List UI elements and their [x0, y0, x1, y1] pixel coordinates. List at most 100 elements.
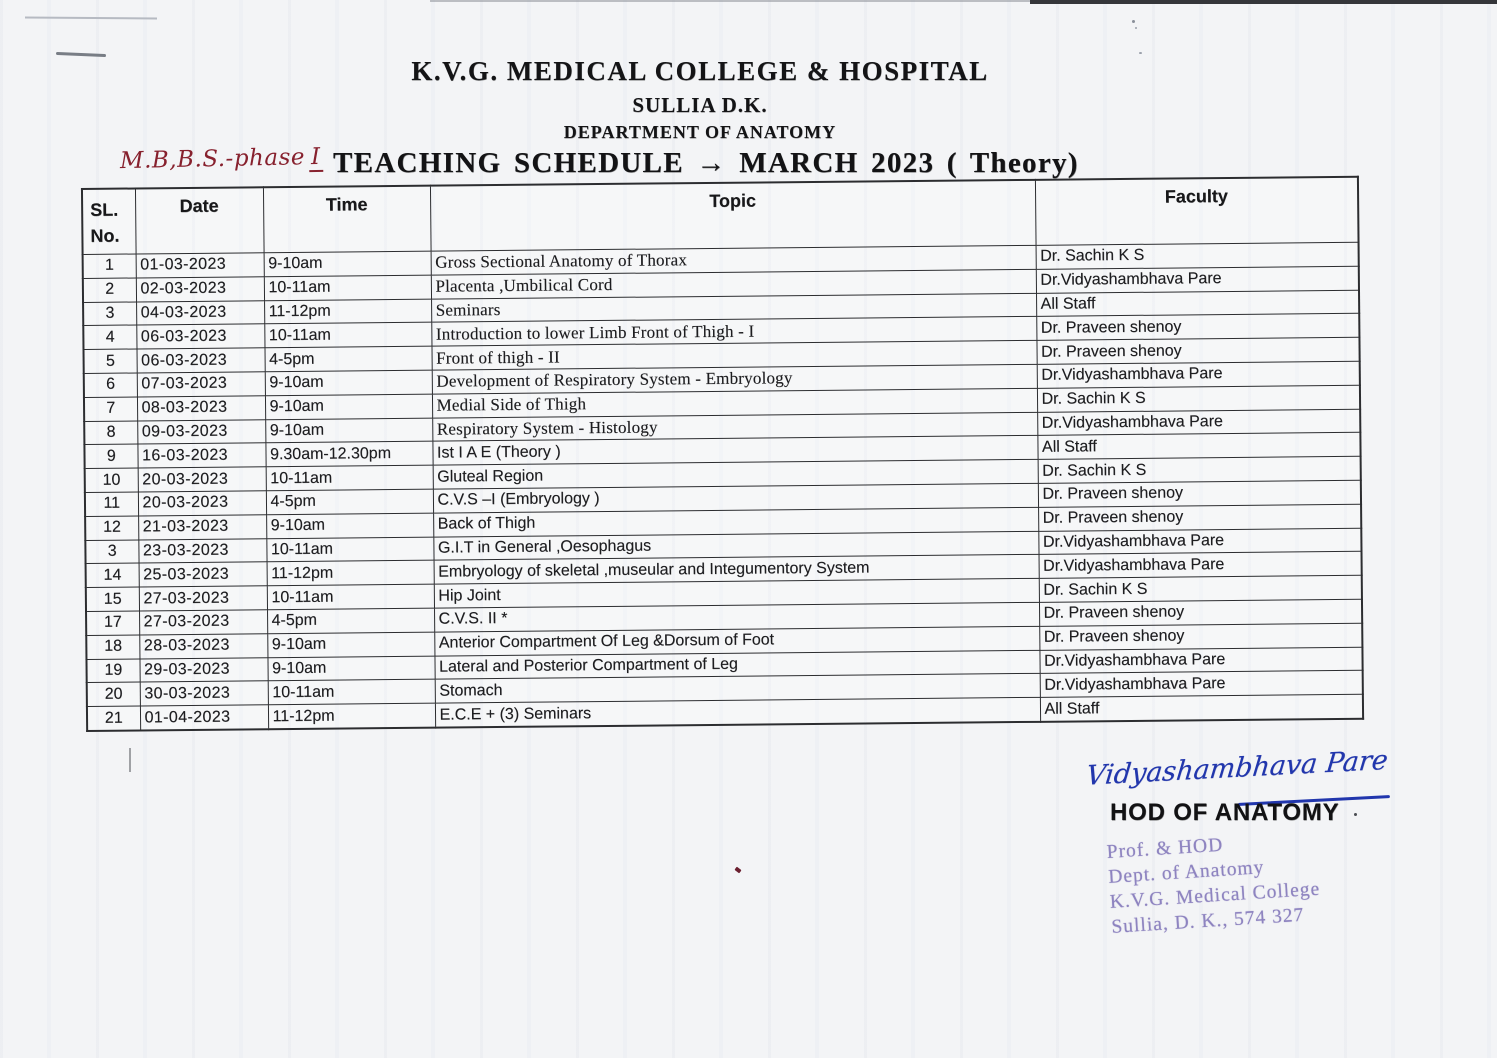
time-cell: 11-12pm — [264, 298, 432, 325]
date-cell: 01-03-2023 — [135, 252, 264, 278]
date-cell: 27-03-2023 — [139, 609, 268, 635]
faculty-cell: All Staff — [1037, 432, 1361, 460]
time-cell: 10-11am — [266, 536, 434, 563]
time-cell: 9.30am-12.30pm — [265, 441, 433, 467]
column-header-faculty: Faculty — [1034, 176, 1359, 246]
faculty-cell: Dr. Praveen shenoy — [1038, 503, 1362, 531]
faculty-cell: Dr. Praveen shenoy — [1038, 599, 1363, 627]
time-cell: 11-12pm — [266, 560, 434, 586]
faculty-cell: Dr. Sachin K S — [1036, 385, 1361, 412]
faculty-cell: Dr.Vidyashambhava Pare — [1037, 408, 1361, 436]
handwritten-text: M.B,B.S.-phase — [119, 144, 306, 175]
faculty-cell: Dr.Vidyashambhava Pare — [1036, 361, 1360, 389]
serial-number-cell: 4 — [83, 325, 137, 350]
serial-number-cell: 21 — [86, 706, 141, 731]
faculty-cell: Dr. Praveen shenoy — [1036, 313, 1360, 341]
time-cell: 11-12pm — [267, 703, 436, 730]
serial-number-cell: 14 — [85, 563, 139, 588]
handwritten-phase-numeral: I — [308, 143, 323, 173]
dust-speck — [1132, 20, 1135, 23]
institution-location: SULLIA D.K. — [632, 93, 768, 117]
topic-cell: E.C.E + (3) Seminars — [434, 697, 1041, 728]
serial-number-cell: 15 — [85, 587, 140, 612]
department-name: DEPARTMENT OF ANATOMY — [563, 122, 837, 142]
ink-speck — [734, 866, 742, 874]
serial-number-cell: 3 — [83, 301, 137, 326]
serial-number-cell: 17 — [86, 610, 140, 636]
date-cell: 01-04-2023 — [139, 704, 269, 731]
serial-number-cell: 10 — [84, 468, 138, 493]
date-cell: 20-03-2023 — [137, 466, 266, 492]
date-cell: 08-03-2023 — [136, 395, 266, 421]
date-cell: 06-03-2023 — [136, 324, 265, 350]
title-row: M.B,B.S.-phase I TEACHING SCHEDULE → MARC… — [119, 143, 1380, 180]
date-cell: 07-03-2023 — [136, 371, 265, 397]
serial-number-cell: 19 — [86, 658, 140, 683]
column-header-date: Date — [134, 187, 264, 254]
faculty-cell: Dr.Vidyashambhava Pare — [1038, 551, 1362, 579]
faculty-cell: Dr. Sachin K S — [1037, 456, 1361, 484]
time-cell: 9-10am — [267, 631, 435, 658]
column-header-topic: Topic — [429, 179, 1036, 252]
document-title: TEACHING SCHEDULE → MARCH 2023 ( Theory) — [333, 147, 1079, 179]
time-cell: 10-11am — [265, 465, 433, 491]
faculty-cell: Dr. Praveen shenoy — [1036, 337, 1360, 365]
serial-number-cell: 1 — [82, 253, 136, 279]
stray-dot — [1354, 813, 1357, 816]
hod-signature: Vidyashambhava Pare — [1084, 744, 1390, 792]
time-cell: 9-10am — [264, 393, 433, 420]
teaching-schedule-table: SL. No. Date Time Topic Faculty 1 01-03-… — [80, 175, 1365, 732]
scan-faint-line — [24, 16, 158, 20]
faculty-cell: Dr. Sachin K S — [1035, 242, 1359, 270]
time-cell: 4-5pm — [267, 608, 435, 634]
serial-number-cell: 18 — [86, 634, 140, 660]
faculty-cell: All Staff — [1039, 694, 1364, 722]
hod-title-label: HOD OF ANATOMY — [1110, 799, 1340, 826]
institution-name: K.V.G. MEDICAL COLLEGE & HOSPITAL — [411, 56, 989, 86]
time-cell: 10-11am — [264, 322, 432, 348]
table-border-stub — [129, 748, 131, 772]
time-cell: 9-10am — [266, 512, 434, 539]
scan-edge-line-dark — [1030, 0, 1497, 4]
sl-header-line1: SL. — [90, 199, 119, 220]
time-cell: 4-5pm — [264, 346, 432, 372]
serial-number-cell: 11 — [84, 491, 139, 517]
date-cell: 21-03-2023 — [138, 514, 267, 540]
time-cell: 9-10am — [264, 370, 432, 396]
serial-number-cell: 6 — [83, 372, 137, 398]
serial-number-cell: 3 — [85, 539, 139, 564]
time-cell: 10-11am — [263, 274, 432, 301]
serial-number-cell: 7 — [83, 396, 138, 422]
date-cell: 23-03-2023 — [138, 538, 267, 564]
time-cell: 9-10am — [263, 251, 431, 277]
serial-number-cell: 20 — [86, 682, 140, 707]
sl-header-line2: No. — [90, 225, 120, 246]
date-cell: 30-03-2023 — [139, 681, 268, 707]
date-cell: 28-03-2023 — [139, 633, 268, 659]
department-stamp: Prof. & HOD Dept. of Anatomy K.V.G. Medi… — [1106, 823, 1382, 940]
faculty-cell: Dr.Vidyashambhava Pare — [1039, 670, 1363, 698]
serial-number-cell: 8 — [84, 420, 138, 445]
time-cell: 9-10am — [265, 417, 433, 444]
date-cell: 25-03-2023 — [138, 562, 267, 588]
time-cell: 10-11am — [267, 679, 435, 705]
date-cell: 04-03-2023 — [136, 300, 265, 326]
serial-number-cell: 9 — [84, 444, 138, 469]
handwritten-course-annotation: M.B,B.S.-phase I — [119, 143, 323, 175]
time-cell: 10-11am — [266, 584, 435, 610]
time-cell: 4-5pm — [265, 489, 434, 515]
faculty-cell: Dr.Vidyashambhava Pare — [1039, 646, 1363, 674]
serial-number-cell: 5 — [83, 349, 137, 374]
faculty-cell: Dr. Praveen shenoy — [1039, 622, 1363, 650]
column-header-time: Time — [262, 185, 431, 253]
date-cell: 29-03-2023 — [139, 657, 268, 683]
dust-speck — [1139, 52, 1142, 54]
date-cell: 27-03-2023 — [138, 585, 268, 611]
table-header-row: SL. No. Date Time Topic Faculty — [81, 176, 1359, 255]
date-cell: 20-03-2023 — [137, 490, 267, 516]
faculty-cell: Dr.Vidyashambhava Pare — [1035, 266, 1359, 293]
date-cell: 09-03-2023 — [137, 419, 266, 445]
dust-speck — [1135, 27, 1137, 29]
column-header-sl-no: SL. No. — [81, 188, 136, 255]
